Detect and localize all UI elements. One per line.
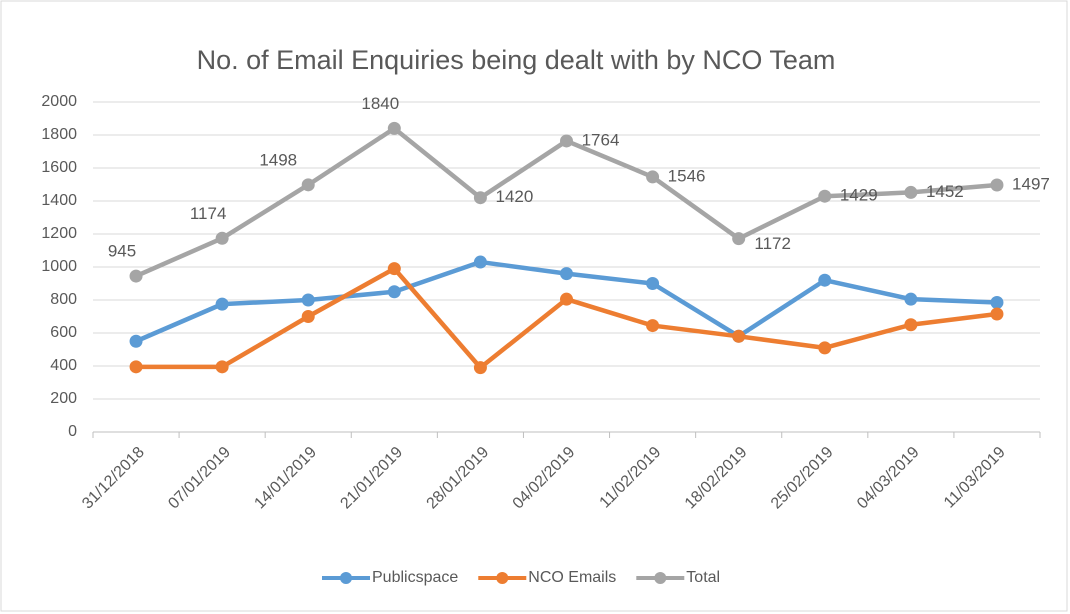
point bbox=[301, 178, 315, 192]
chart-title: No. of Email Enquiries being dealt with … bbox=[197, 45, 836, 75]
point bbox=[646, 170, 660, 184]
point bbox=[473, 191, 487, 205]
legend-label: Publicspace bbox=[372, 569, 458, 586]
point bbox=[904, 185, 918, 199]
legend-marker bbox=[654, 572, 667, 584]
point bbox=[387, 121, 401, 135]
legend-marker bbox=[340, 572, 352, 584]
point bbox=[129, 360, 143, 374]
y-tick-label: 2000 bbox=[41, 93, 77, 110]
data-label: 1452 bbox=[926, 182, 964, 201]
point bbox=[215, 360, 229, 374]
point bbox=[904, 318, 918, 332]
point bbox=[818, 273, 832, 287]
point bbox=[904, 292, 918, 306]
point bbox=[990, 295, 1004, 309]
point bbox=[646, 319, 660, 333]
point bbox=[387, 285, 401, 299]
y-tick-label: 1600 bbox=[41, 159, 77, 176]
data-label: 1764 bbox=[582, 130, 620, 149]
y-tick-label: 1200 bbox=[41, 225, 77, 242]
point bbox=[990, 307, 1004, 321]
point bbox=[732, 232, 746, 246]
data-label: 1429 bbox=[840, 186, 878, 205]
point bbox=[818, 189, 832, 203]
y-tick-label: 400 bbox=[50, 357, 77, 374]
point bbox=[215, 231, 229, 245]
y-tick-label: 1800 bbox=[41, 126, 77, 143]
legend-marker bbox=[496, 572, 509, 584]
point bbox=[129, 269, 143, 283]
point bbox=[560, 292, 573, 306]
y-tick-label: 1400 bbox=[41, 192, 77, 209]
point bbox=[301, 310, 315, 323]
data-label: 1172 bbox=[754, 234, 791, 253]
point bbox=[301, 293, 315, 307]
y-tick-label: 1000 bbox=[41, 258, 77, 275]
point bbox=[732, 329, 746, 343]
point bbox=[387, 262, 401, 276]
point bbox=[473, 255, 487, 269]
point bbox=[129, 334, 143, 348]
data-label: 945 bbox=[108, 242, 136, 261]
point bbox=[646, 277, 660, 290]
point bbox=[990, 178, 1004, 192]
data-label: 1840 bbox=[361, 94, 399, 113]
point bbox=[215, 297, 229, 311]
data-label: 1546 bbox=[668, 166, 706, 185]
legend-label: NCO Emails bbox=[528, 569, 616, 586]
point bbox=[818, 341, 832, 355]
point bbox=[473, 361, 487, 375]
point bbox=[560, 267, 573, 281]
data-label: 1498 bbox=[259, 150, 297, 169]
data-label: 1174 bbox=[190, 204, 227, 223]
y-tick-label: 0 bbox=[68, 423, 77, 440]
point bbox=[560, 134, 573, 148]
legend-label: Total bbox=[686, 569, 720, 586]
y-tick-label: 600 bbox=[50, 324, 77, 341]
data-label: 1497 bbox=[1012, 174, 1050, 193]
data-label: 1420 bbox=[495, 187, 533, 206]
y-tick-label: 800 bbox=[50, 291, 77, 308]
y-tick-label: 200 bbox=[50, 390, 77, 407]
